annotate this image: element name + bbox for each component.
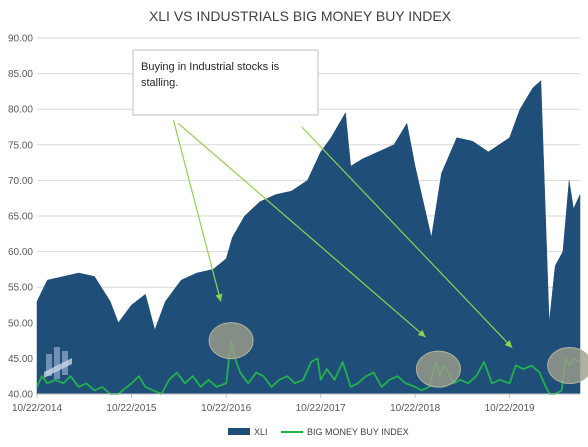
chart-title: XLI VS INDUSTRIALS BIG MONEY BUY INDEX	[149, 8, 452, 24]
y-tick-label: 90.00	[8, 34, 33, 45]
legend-swatch-xli	[228, 428, 250, 435]
y-tick-label: 85.00	[8, 69, 33, 80]
legend-label-xli: XLI	[254, 427, 268, 437]
x-axis: 10/22/2014 10/22/2015 10/22/2016 10/22/2017…	[12, 393, 580, 414]
legend-label-index: BIG MONEY BUY INDEX	[307, 427, 409, 437]
annotation-arrow	[172, 119, 223, 302]
xli-area	[36, 80, 581, 395]
x-tick-label: 10/22/2015	[106, 403, 156, 414]
y-tick-label: 75.00	[8, 140, 33, 151]
annotation-arrow	[177, 122, 426, 338]
watermark-bar	[46, 354, 52, 376]
watermark-bar	[54, 347, 60, 379]
legend: XLI BIG MONEY BUY INDEX	[228, 427, 409, 437]
annotation-text: Buying in Industrial stocks is	[141, 61, 280, 73]
x-tick-label: 10/22/2016	[201, 403, 251, 414]
y-tick-label: 55.00	[8, 283, 33, 294]
y-tick-label: 45.00	[8, 354, 33, 365]
y-tick-label: 80.00	[8, 105, 33, 116]
annotation-text: stalling.	[141, 77, 178, 89]
y-tick-label: 65.00	[8, 212, 33, 223]
highlight-circle	[415, 350, 461, 388]
watermark-logo	[44, 347, 72, 379]
highlight-circle	[208, 322, 254, 360]
annotation-arrow	[301, 126, 513, 349]
big-money-line	[36, 339, 581, 395]
y-tick-label: 50.00	[8, 318, 33, 329]
xli-area-layer	[36, 80, 581, 395]
x-tick-label: 10/22/2017	[296, 403, 346, 414]
annotation-box: Buying in Industrial stocks is stalling.	[132, 49, 319, 116]
x-tick-label: 10/22/2019	[485, 403, 535, 414]
highlight-circles	[208, 322, 588, 388]
y-axis: 40.00 45.00 50.00 55.00 60.00 65.00 70.00 75.00…	[8, 34, 33, 401]
watermark-stroke	[44, 358, 72, 378]
index-line-layer	[36, 339, 581, 395]
y-tick-label: 60.00	[8, 247, 33, 258]
x-tick-label: 10/22/2018	[390, 403, 440, 414]
annotation-arrows	[172, 119, 513, 349]
y-tick-label: 70.00	[8, 176, 33, 187]
highlight-circle	[547, 347, 588, 385]
y-tick-label: 40.00	[8, 390, 33, 401]
annotation-rect	[132, 49, 319, 116]
x-tick-label: 10/22/2014	[12, 403, 62, 414]
